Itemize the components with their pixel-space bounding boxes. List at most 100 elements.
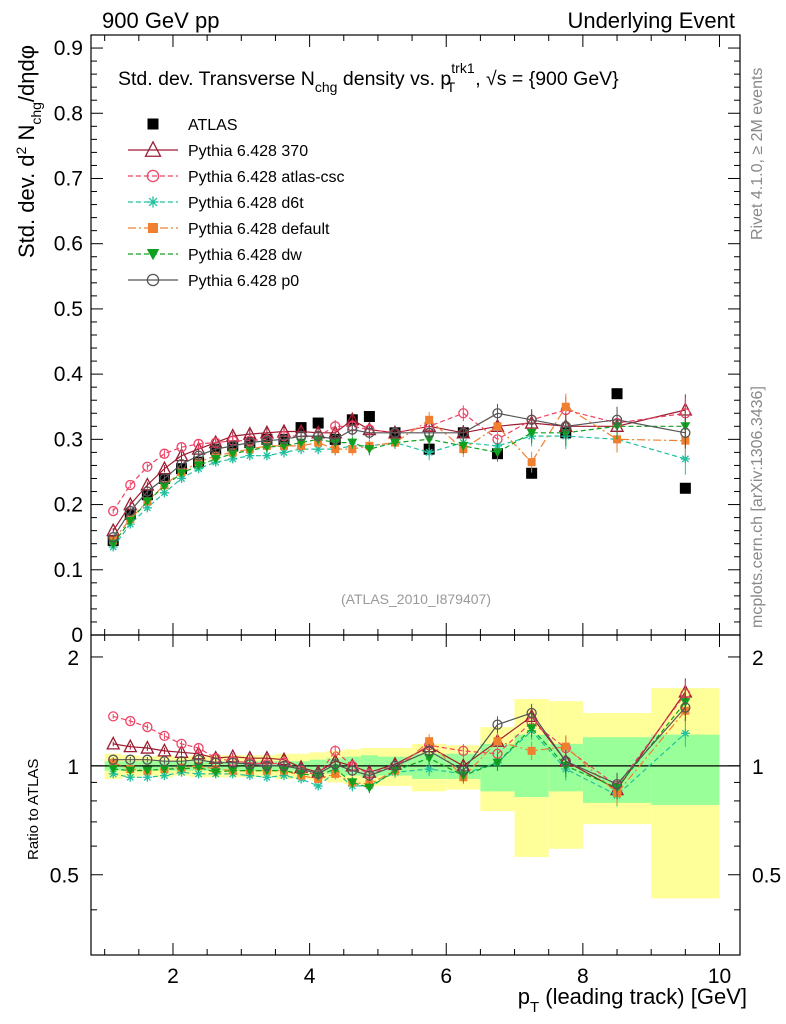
data-point — [159, 473, 170, 484]
y-tick-label: 0.2 — [54, 494, 83, 517]
ratio-y-axis-label: Ratio to ATLAS — [25, 759, 42, 860]
data-point — [424, 764, 434, 774]
data-point — [611, 414, 623, 425]
legend-entry-pythia-6-428-dw: Pythia 6.428 dw — [128, 247, 302, 264]
data-point — [244, 759, 255, 770]
data-point — [210, 443, 221, 455]
data-point — [157, 742, 172, 757]
data-point — [330, 434, 341, 445]
legend-entry-pythia-6-428-p0: Pythia 6.428 p0 — [128, 273, 299, 290]
ratio-y-tick-label-right: 1 — [752, 756, 764, 779]
data-point — [210, 768, 221, 778]
x-tick-label: 10 — [708, 965, 731, 988]
y-tick-label: 0.8 — [54, 102, 83, 125]
data-point — [680, 454, 690, 464]
plot-title: Std. dev. Transverse Nchg density vs. pt… — [118, 60, 619, 95]
data-point — [680, 427, 691, 438]
data-point — [330, 421, 341, 432]
data-point — [364, 770, 375, 781]
data-point — [108, 539, 119, 549]
series-line-pythia-6-428-370 — [112, 409, 686, 532]
y-tick-label: 0.3 — [54, 428, 83, 451]
data-point — [125, 772, 135, 782]
data-point — [108, 765, 119, 775]
series-line-pythia-6-428-p0 — [112, 412, 686, 538]
data-point — [330, 759, 341, 770]
data-point — [262, 451, 272, 461]
data-point — [193, 763, 204, 773]
data-point — [159, 482, 170, 492]
data-point — [210, 454, 221, 464]
data-point — [680, 702, 691, 713]
data-point — [424, 427, 435, 438]
data-point — [493, 737, 502, 746]
data-point — [142, 461, 153, 472]
data-point — [313, 444, 323, 454]
data-point — [492, 758, 503, 768]
legend-marker — [144, 140, 162, 157]
y-tick-label: 0.6 — [54, 233, 83, 256]
data-point — [561, 742, 570, 751]
data-point — [106, 735, 121, 750]
data-point — [193, 461, 204, 471]
data-point — [527, 746, 536, 755]
main-plot-panel: 0 0.1 0.2 0.3 0.4 0.5 0.6 0.7 0.8 0.9 — [54, 34, 741, 647]
series-pythia-6-428-p0 — [108, 403, 691, 543]
data-point — [363, 411, 375, 423]
data-point — [245, 451, 255, 461]
legend-marker — [146, 169, 160, 183]
data-point — [108, 505, 119, 517]
data-point — [261, 760, 273, 772]
data-point — [680, 728, 690, 738]
ratio-plot-panel: 0.5 0.5 1 1 2 2 2 4 6 8 10 — [50, 634, 781, 988]
legend-label: Pythia 6.428 370 — [188, 143, 308, 160]
data-point — [679, 482, 691, 494]
data-point — [210, 757, 221, 768]
data-point — [159, 756, 170, 767]
data-point — [296, 769, 307, 779]
data-point — [244, 437, 255, 448]
ratio-line-pythia-6-428-dw — [113, 701, 686, 789]
data-point — [125, 516, 136, 526]
data-point — [123, 738, 138, 753]
x-axis-label: pT (leading track) [GeV] — [518, 984, 747, 1016]
data-point — [125, 715, 136, 727]
ratio-y-tick-label-left: 0.5 — [50, 865, 79, 888]
main-y-axis-label: Std. dev. d2 Nchg/dηdφ — [13, 45, 44, 258]
data-point — [159, 730, 170, 742]
data-point — [108, 754, 119, 765]
legend-entry-pythia-6-428-default: Pythia 6.428 default — [128, 221, 330, 238]
header-right: Underlying Event — [567, 8, 735, 33]
data-point — [176, 738, 187, 750]
data-point — [125, 505, 136, 517]
data-point — [159, 765, 170, 775]
data-point — [278, 434, 290, 445]
data-point — [159, 771, 169, 781]
legend: ATLAS Pythia 6.428 370 Pythia 6.428 atlas-… — [128, 117, 345, 290]
legend-label: Pythia 6.428 dw — [188, 247, 302, 264]
data-point — [125, 754, 136, 765]
data-point — [142, 721, 153, 733]
data-point — [364, 427, 375, 438]
data-point — [193, 754, 204, 765]
data-point — [193, 438, 204, 450]
data-point — [261, 435, 273, 446]
mcplots-label: mcplots.cern.ch [arXiv:1306.3436] — [749, 386, 766, 628]
data-point — [492, 408, 503, 419]
data-point — [141, 489, 153, 501]
data-point — [312, 768, 324, 780]
ratio-frame — [90, 634, 741, 956]
x-tick-label: 8 — [577, 965, 589, 988]
ratio-line-pythia-6-428-p0 — [113, 707, 686, 785]
data-point — [458, 441, 469, 451]
data-point — [227, 757, 238, 768]
legend-entry-pythia-6-428-d6t: Pythia 6.428 d6t — [128, 195, 304, 212]
data-point — [347, 765, 358, 776]
data-point — [140, 740, 155, 754]
header-left: 900 GeV pp — [102, 8, 219, 33]
data-point — [228, 454, 238, 464]
legend-marker — [146, 273, 160, 287]
data-point — [142, 497, 153, 507]
legend-label: Pythia 6.428 p0 — [188, 273, 299, 290]
